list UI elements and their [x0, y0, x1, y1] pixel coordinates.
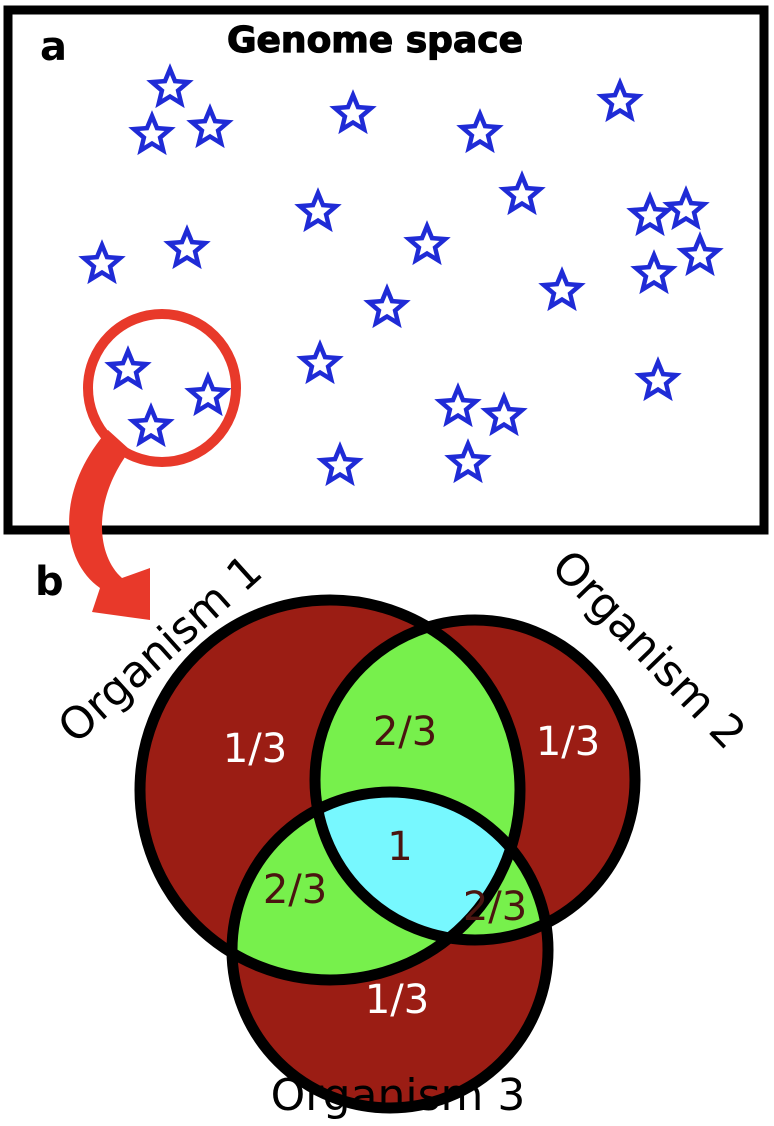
star-icon — [296, 339, 344, 385]
star-icon — [403, 220, 451, 266]
overlap-1-3-label: 2/3 — [263, 867, 327, 913]
highlight-circle — [83, 309, 241, 467]
star-icon — [456, 108, 504, 154]
star-icon — [626, 191, 674, 237]
star-icon — [662, 185, 710, 231]
star-icon — [329, 89, 377, 135]
star-icon — [146, 63, 194, 109]
organism-2-outline — [309, 614, 641, 946]
panel-a-letter: a — [40, 24, 67, 70]
star-icon — [127, 402, 175, 448]
overlap-1-2-label: 2/3 — [373, 709, 437, 755]
star-icon — [634, 356, 682, 402]
organism-3-outline — [226, 786, 554, 1114]
highlight-selection — [69, 309, 241, 620]
only-organism-1-label: 1/3 — [223, 726, 287, 772]
organism-3-label: Organism 3 — [271, 1070, 526, 1121]
only-organism-3-label: 1/3 — [365, 977, 429, 1023]
star-icon — [596, 77, 644, 123]
star-icon — [184, 371, 232, 417]
panel-b-letter: b — [35, 559, 64, 605]
core-label: 1 — [387, 824, 412, 870]
genome-space-title: Genome space — [227, 20, 523, 61]
star-icon — [186, 103, 234, 149]
star-icon — [316, 441, 364, 487]
star-icon — [498, 170, 546, 216]
star-icon — [294, 187, 342, 233]
star-icon — [630, 249, 678, 295]
venn-diagram: 1/3 1/3 1/3 2/3 2/3 2/3 1 — [134, 594, 641, 1114]
star-icon — [163, 224, 211, 270]
star-icon — [480, 391, 528, 437]
star-icon — [676, 231, 724, 277]
genome-stars — [78, 63, 724, 487]
only-organism-2-label: 1/3 — [536, 719, 600, 765]
star-icon — [128, 110, 176, 156]
star-icon — [444, 438, 492, 484]
overlap-2-3-label: 2/3 — [463, 884, 527, 930]
star-icon — [363, 283, 411, 329]
star-icon — [78, 239, 126, 285]
core-region — [315, 792, 520, 940]
organism-1-outline — [134, 594, 526, 986]
star-icon — [538, 266, 586, 312]
star-icon — [104, 345, 152, 391]
curved-arrow-icon — [69, 430, 150, 620]
star-icon — [434, 382, 482, 428]
